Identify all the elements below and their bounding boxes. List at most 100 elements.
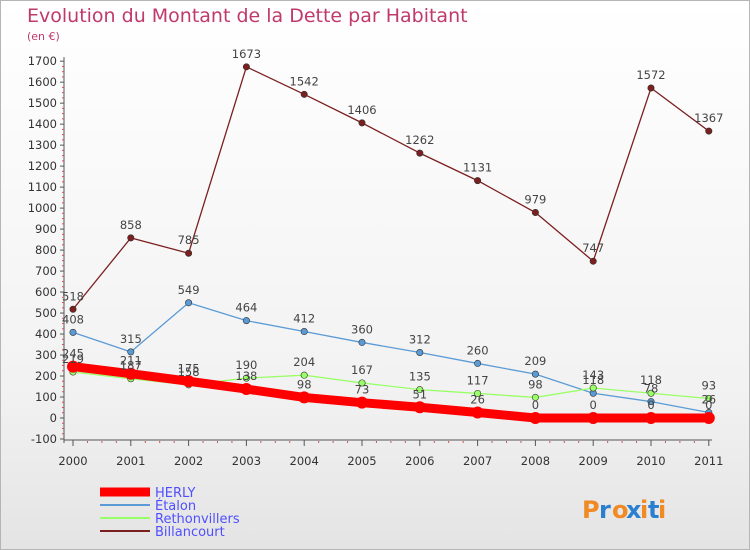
y-minor-tick <box>62 407 64 409</box>
data-point <box>416 149 424 157</box>
data-label: 117 <box>467 373 489 387</box>
x-tick-label: 2009 <box>579 454 608 468</box>
logo-letter: i <box>658 496 666 524</box>
data-label: 78 <box>644 382 659 396</box>
x-minor-tick <box>318 441 320 443</box>
y-minor-tick <box>62 254 64 256</box>
x-minor-tick <box>679 441 681 443</box>
y-minor-tick <box>62 359 64 361</box>
data-label: 118 <box>582 373 604 387</box>
x-tick-label: 2000 <box>58 454 87 468</box>
data-point <box>242 374 250 382</box>
y-minor-tick <box>62 422 64 424</box>
x-minor-tick <box>433 441 435 443</box>
y-minor-tick <box>62 412 64 414</box>
data-label: 245 <box>62 347 84 361</box>
data-label: 464 <box>235 301 257 315</box>
data-label: 138 <box>235 369 257 383</box>
y-minor-tick <box>62 155 64 157</box>
y-minor-tick <box>62 139 64 141</box>
data-point <box>298 391 311 404</box>
data-point <box>474 177 482 185</box>
chart-title: Evolution du Montant de la Dette par Hab… <box>27 5 468 27</box>
legend-label: Billancourt <box>155 525 225 540</box>
x-minor-tick <box>144 441 146 443</box>
data-point <box>645 412 657 424</box>
x-minor-tick <box>289 441 291 443</box>
data-point <box>647 389 655 397</box>
data-label: 118 <box>640 373 662 387</box>
data-label: 408 <box>62 312 84 326</box>
data-point <box>300 328 308 336</box>
y-minor-tick <box>62 181 64 183</box>
data-label: 1131 <box>463 161 492 175</box>
y-minor-tick <box>62 317 64 319</box>
x-minor-tick <box>217 441 218 443</box>
y-minor-tick <box>62 433 64 435</box>
y-tick-label: -100 <box>31 432 57 446</box>
y-tick-label: 400 <box>35 327 57 341</box>
y-minor-tick <box>62 427 64 429</box>
y-minor-tick <box>62 176 64 178</box>
data-label: 26 <box>470 393 485 407</box>
y-tick-label: 200 <box>35 369 57 383</box>
point-labels: 518 858 785 1673 1542 1406 1262 1131 979 747 1572 1… <box>62 47 723 412</box>
y-minor-tick <box>62 113 64 115</box>
logo-letter: o <box>612 496 629 524</box>
x-minor-tick <box>404 441 406 443</box>
data-point <box>124 367 137 380</box>
data-point <box>705 127 713 135</box>
series-layer <box>67 63 715 424</box>
x-minor-tick <box>520 441 522 443</box>
x-minor-tick <box>664 441 666 443</box>
y-minor-tick <box>62 118 64 120</box>
y-minor-tick <box>62 391 64 393</box>
data-label: 158 <box>178 365 200 379</box>
x-minor-tick <box>462 441 464 443</box>
y-minor-tick <box>62 191 64 193</box>
y-minor-tick <box>62 197 64 199</box>
logo-letter: r <box>599 496 611 524</box>
y-tick-label: 1300 <box>28 138 57 152</box>
data-label: 518 <box>62 289 84 303</box>
y-minor-tick <box>62 244 64 246</box>
data-label: 747 <box>582 241 604 255</box>
y-minor-tick <box>62 307 64 309</box>
data-label: 1262 <box>405 133 434 147</box>
x-tick-label: 2005 <box>347 454 376 468</box>
data-point <box>67 360 79 373</box>
x-tick-label: 2003 <box>232 454 261 468</box>
x-minor-tick <box>101 441 103 443</box>
data-point <box>185 249 193 257</box>
y-tick-label: 900 <box>35 222 57 236</box>
x-minor-tick <box>173 441 175 443</box>
y-minor-tick <box>62 275 64 277</box>
data-label: 204 <box>293 355 315 369</box>
y-minor-tick <box>62 170 64 172</box>
y-minor-tick <box>62 160 64 162</box>
x-tick-label: 2004 <box>290 454 319 468</box>
data-label: 0 <box>590 398 597 412</box>
x-tick-label: 2007 <box>463 454 492 468</box>
y-minor-tick <box>62 223 64 225</box>
data-point <box>589 257 597 265</box>
y-minor-tick <box>62 86 64 88</box>
data-point <box>702 412 715 424</box>
x-minor-tick <box>231 441 233 443</box>
y-minor-tick <box>62 401 64 403</box>
data-point <box>416 349 424 357</box>
chart-subtitle: (en €) <box>27 30 60 43</box>
data-label: 1673 <box>232 47 261 61</box>
y-tick-label: 1100 <box>28 180 57 194</box>
y-minor-tick <box>62 218 64 220</box>
data-label: 412 <box>293 312 315 326</box>
logo-letter: P <box>582 496 600 524</box>
y-tick-label: 800 <box>35 243 57 257</box>
x-minor-tick <box>274 441 276 443</box>
data-label: 93 <box>701 378 716 392</box>
y-tick-label: 1500 <box>28 96 57 110</box>
axes: -100010020030040050060070080090010001100… <box>28 54 724 468</box>
